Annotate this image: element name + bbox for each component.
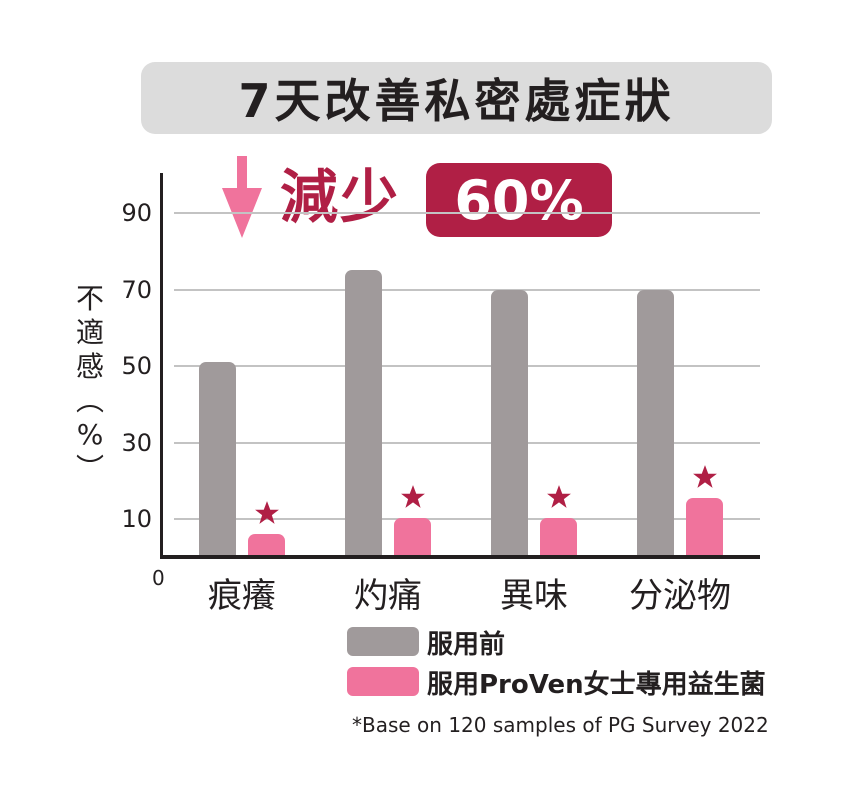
gridline-30 [174, 442, 760, 444]
legend-label-after: 服用ProVen女士專用益生菌 [427, 670, 766, 700]
y-label-char: ︶ [75, 452, 104, 485]
bar-after-burn [394, 518, 431, 557]
down-arrow-icon [222, 156, 262, 238]
bar-before-odor [491, 290, 528, 557]
y-label-char: 不 [75, 282, 104, 315]
gridline-50 [174, 365, 760, 367]
bar-after-itch [248, 534, 285, 557]
title-banner: 7天改善私密處症狀 [141, 62, 772, 134]
x-label-itch: 痕癢 [208, 576, 276, 616]
y-tick-50: 50 [121, 352, 152, 380]
legend-swatch-before [347, 627, 419, 656]
gridline-10 [174, 518, 760, 520]
y-label-char: ︵ [75, 384, 104, 417]
x-label-burn: 灼痛 [354, 576, 422, 616]
reduction-label: 減少 [280, 163, 401, 231]
y-axis [160, 173, 163, 559]
bar-after-odor [540, 518, 577, 557]
x-label-odor: 異味 [500, 576, 568, 616]
star-icon [547, 485, 571, 508]
bar-after-discharge [686, 498, 723, 557]
x-axis [160, 555, 760, 559]
y-label-char: % [76, 418, 104, 451]
star-icon [255, 501, 279, 524]
chart-title: 7天改善私密處症狀 [238, 74, 675, 128]
x-label-discharge: 分泌物 [629, 576, 731, 616]
bar-before-itch [199, 362, 236, 557]
star-icon [693, 465, 717, 488]
footnote: *Base on 120 samples of PG Survey 2022 [352, 713, 769, 737]
y-tick-10: 10 [121, 505, 152, 533]
y-tick-70: 70 [121, 276, 152, 304]
legend-swatch-after [347, 667, 419, 696]
legend-label-before: 服用前 [427, 630, 506, 660]
gridline-70 [174, 289, 760, 291]
bar-before-burn [345, 270, 382, 557]
y-label-char: 適 [75, 316, 104, 349]
y-tick-0: 0 [152, 566, 165, 590]
bar-before-discharge [637, 290, 674, 557]
y-tick-90: 90 [121, 199, 152, 227]
y-tick-30: 30 [121, 429, 152, 457]
reduction-badge: 60% [426, 163, 612, 237]
y-label-char: 感 [75, 350, 104, 383]
star-icon [401, 485, 425, 508]
y-axis-label: 不 適 感 ︵ % ︶ [70, 282, 110, 486]
gridline-90 [174, 212, 760, 214]
